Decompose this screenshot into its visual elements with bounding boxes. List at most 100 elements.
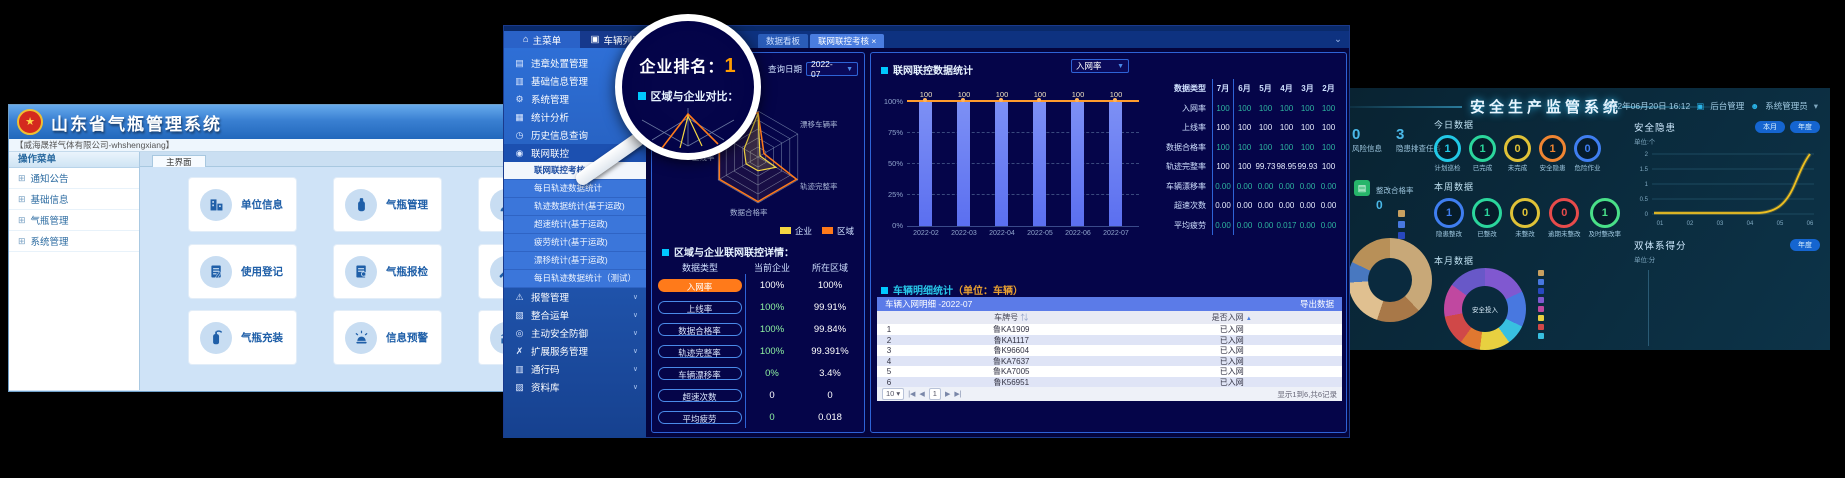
main-menu-button[interactable]: ⌂ 主菜单 (504, 31, 580, 48)
submenu-track-stats[interactable]: 轨迹数据统计(基于运政) (504, 198, 646, 216)
user-name[interactable]: 系统管理员 (1765, 101, 1808, 111)
caret-down-icon: ▼ (1117, 62, 1124, 70)
chevron-down-icon[interactable]: ⌄ (1334, 34, 1342, 45)
table-row[interactable]: 6 鲁K56951 已入网 (877, 376, 1342, 387)
submenu-overspeed-stats[interactable]: 超速统计(基于运政) (504, 216, 646, 234)
hazard-line-chart: 2 1.5 1 0.5 0 01 02 03 04 05 06 (1640, 152, 1814, 227)
year-filter-button[interactable]: 年度 (1790, 239, 1820, 251)
gas-cylinder-icon (345, 188, 377, 221)
table-row[interactable]: 3 鲁K96604 已入网 (877, 345, 1342, 356)
screen-icon: ▣ (1696, 100, 1705, 111)
prev-page-icon[interactable]: ◀ (919, 391, 925, 398)
metric-ring: 0 (1549, 198, 1580, 228)
metric-pill-button[interactable]: 数据合格率 (657, 322, 742, 336)
table-row[interactable]: 1 鲁KA1909 已入网 (877, 324, 1342, 335)
query-date-select[interactable]: 2022-07 ▼ (806, 59, 858, 79)
column-status[interactable]: 是否入网 ▲ (1211, 313, 1252, 322)
radar-label-track: 轨迹完整率 (800, 181, 838, 191)
legend-swatch (821, 227, 833, 234)
sidebar-item-extended-services[interactable]: ✗ 扩展服务管理 ∨ (515, 345, 638, 359)
chevron-down-icon: ∨ (632, 330, 638, 337)
admin-link[interactable]: 后台管理 (1710, 101, 1745, 111)
svg-text:2: 2 (1645, 152, 1649, 158)
library-icon: ▨ (515, 381, 524, 392)
record-summary: 显示1到6,共6记录 (1277, 389, 1337, 399)
current-page-input[interactable]: 1 (928, 388, 941, 400)
table-row[interactable]: 4 鲁KA7637 已入网 (877, 355, 1342, 366)
card-inspection[interactable]: 气瓶报检 (334, 245, 441, 298)
card-usage-register[interactable]: 使用登记 (189, 245, 296, 298)
section-bullet-icon (637, 92, 646, 100)
datetime-text: 2022年06月20日 16:12 (1603, 101, 1691, 111)
metric-pill-button[interactable]: 入网率 (657, 278, 742, 292)
metric-pill-button[interactable]: 车辆漂移率 (657, 366, 742, 380)
chevron-down-icon[interactable]: ▾ (1813, 100, 1818, 111)
sidebar-item-library[interactable]: ▨ 资料库 ∨ (515, 381, 638, 395)
sidebar-item-system[interactable]: ⊞ 系统管理 (9, 231, 139, 252)
next-page-icon[interactable]: ▶ (944, 391, 951, 398)
expand-plus-icon[interactable]: ⊞ (18, 193, 26, 204)
tab-main-screen[interactable]: 主界面 (152, 155, 206, 169)
table-row[interactable]: 2 鲁KA1117 已入网 (877, 334, 1342, 345)
user-icon: ☻ (1750, 101, 1760, 111)
sidebar-item-system[interactable]: ⚙ 系统管理 (515, 93, 570, 107)
svg-text:1.5: 1.5 (1640, 167, 1649, 173)
expand-plus-icon[interactable]: ⊞ (18, 214, 26, 225)
truck-icon: ▣ (590, 34, 600, 45)
expand-plus-icon[interactable]: ⊞ (18, 172, 26, 183)
header-decoration (1332, 106, 1462, 108)
today-item: 1 安全隐患 (1539, 135, 1566, 172)
card-unit-info[interactable]: 单位信息 (189, 178, 296, 231)
sidebar-item-alarm[interactable]: ⚠ 报警管理 ∨ (515, 291, 638, 305)
metric-pill-button[interactable]: 轨迹完整率 (657, 344, 742, 358)
vehicles-section-title: 车辆明细统计（单位：车辆） (881, 281, 1023, 299)
left-window-title: 山东省气瓶管理系统 (51, 114, 222, 134)
metric-pill-button[interactable]: 上线率 (657, 300, 742, 314)
investment-donut-chart: 安全投入 (1444, 268, 1526, 350)
metric-pill-button[interactable]: 超速次数 (657, 388, 742, 402)
svg-text:02: 02 (1687, 221, 1694, 227)
export-data-button[interactable]: 导出数据 (1299, 299, 1334, 309)
bar-2022-07 (1109, 101, 1122, 226)
column-plate[interactable]: 车牌号 ⇅ (994, 313, 1029, 322)
sidebar-item-active-safety[interactable]: ◎ 主动安全防御 ∨ (515, 327, 638, 341)
legend-swatch (779, 227, 791, 234)
last-page-icon[interactable]: ▶| (954, 391, 962, 398)
month-panel: 本月数据 (1434, 254, 1474, 267)
sort-asc-icon: ▲ (1245, 316, 1252, 322)
table-row[interactable]: 5 鲁KA7005 已入网 (877, 366, 1342, 377)
sidebar-item-basicinfo[interactable]: ⊞ 基础信息 (9, 189, 139, 210)
first-page-icon[interactable]: |◀ (908, 391, 916, 398)
tab-data-board[interactable]: 数据看板 (758, 34, 809, 48)
sidebar-item-notice[interactable]: ⊞ 通知公告 (9, 168, 139, 189)
submenu-drift-stats[interactable]: 漂移统计(基于运政) (504, 252, 646, 270)
card-cylinder-mgmt[interactable]: 气瓶管理 (334, 178, 441, 231)
metric-pill-button[interactable]: 平均疲劳 (657, 410, 742, 424)
gear-icon: ⚙ (515, 93, 524, 104)
submenu-fatigue-stats[interactable]: 疲劳统计(基于运政) (504, 234, 646, 252)
metric-ring: 0 (1510, 198, 1540, 228)
card-filling[interactable]: 气瓶充装 (189, 311, 296, 364)
legend-swatch (1538, 306, 1544, 312)
card-alert[interactable]: 信息预警 (334, 311, 441, 364)
year-filter-button[interactable]: 年度 (1790, 121, 1820, 133)
vehicle-table-title: 车辆入网明细 -2022-07 (885, 299, 973, 309)
submenu-daily-track-test[interactable]: 每日轨迹数据统计（测试） (504, 270, 646, 288)
tab-network-assessment[interactable]: 联网联控考核 × (810, 34, 885, 48)
page-size-select[interactable]: 10 ▾ (882, 388, 905, 400)
left-window-titlebar: ★ 山东省气瓶管理系统 (9, 105, 599, 139)
month-filter-button[interactable]: 本月 (1755, 121, 1785, 133)
donut-label: 安全投入 (1472, 307, 1498, 314)
legend-region: 区域 (821, 225, 854, 237)
sidebar-item-waybill[interactable]: ▧ 整合运单 ∨ (515, 309, 638, 323)
metric-select[interactable]: 入网率 ▼ (1071, 59, 1129, 73)
sidebar-item-pass-code[interactable]: ▥ 通行码 ∨ (515, 363, 638, 377)
radar-label-quality: 数据合格率 (730, 207, 768, 217)
sidebar-item-cylinder[interactable]: ⊞ 气瓶管理 (9, 210, 139, 231)
submenu-daily-track[interactable]: 每日轨迹数据统计 (504, 180, 646, 198)
pass-code-icon: ▥ (515, 363, 524, 374)
expand-plus-icon[interactable]: ⊞ (18, 235, 26, 246)
close-tab-icon[interactable]: × (871, 36, 877, 46)
sort-icon: ⇅ (1020, 313, 1029, 322)
safety-supervision-window: 安全生产监管系统 2022年06月20日 16:12 ▣ 后台管理 ☻ 系统管理… (1182, 88, 1830, 350)
